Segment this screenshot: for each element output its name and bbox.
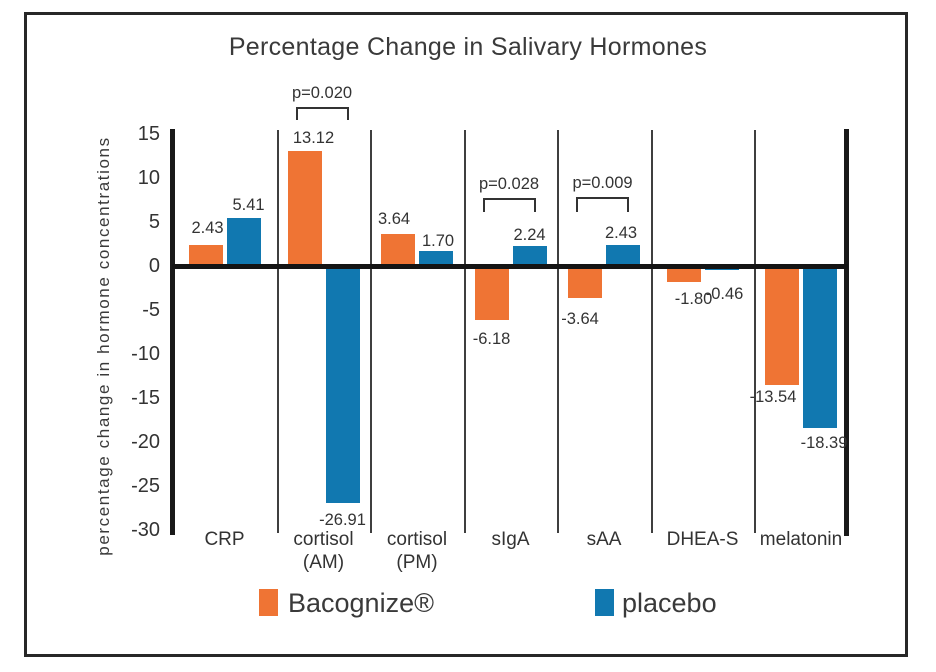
value-label: 2.43 [191, 218, 224, 237]
y-axis-line [170, 129, 175, 535]
value-label: -6.18 [472, 330, 511, 349]
value-label: 2.24 [513, 226, 546, 245]
bar-bacognize-dhea-s [666, 266, 701, 282]
y-tick-label: -20 [131, 431, 160, 453]
bar-placebo-saa [606, 244, 640, 266]
x-category-label-line: CRP [204, 529, 245, 550]
bar-bacognize-cortisol-am- [287, 150, 322, 266]
value-label: -13.54 [749, 388, 797, 407]
bar-placebo-melatonin [803, 266, 837, 428]
category-separator-line [370, 130, 372, 533]
plot-area: 15 10 5 0 -5 -10 -15 -20 -25 -30 2.43 13.12 3.64 -6.1… [131, 84, 849, 573]
y-tick-label: -30 [131, 519, 160, 541]
value-label: -0.46 [705, 285, 744, 304]
zero-baseline [172, 264, 848, 269]
y-tick-label: 5 [148, 211, 160, 233]
category-separator-line [651, 130, 653, 533]
y-tick-label: 15 [137, 123, 160, 145]
legend-swatch-bacognize [259, 589, 278, 616]
value-label: 3.64 [377, 209, 411, 228]
bar-bacognize-saa [568, 266, 602, 299]
x-category-label: DHEA-S [667, 528, 739, 551]
right-boundary-line [844, 129, 849, 536]
y-tick-label: -5 [142, 299, 160, 321]
value-label: -3.64 [561, 310, 599, 329]
bar-placebo-siga [512, 246, 547, 266]
significance-bracket [295, 107, 349, 120]
x-category-label: sAA [587, 528, 622, 551]
x-category-label-line: cortisol [386, 529, 448, 550]
x-category-label-line: melatonin [759, 529, 843, 550]
bar-placebo-crp [226, 218, 261, 266]
x-category-label-line: sAA [586, 529, 622, 550]
x-category-label-line: (AM) [302, 552, 345, 573]
category-separator-line [754, 130, 756, 533]
bar-placebo-cortisol-am- [325, 266, 360, 503]
x-category-label-line: cortisol [293, 529, 354, 550]
value-label: 2.43 [604, 223, 638, 242]
category-separator-line [277, 130, 279, 533]
value-label: 5.41 [232, 196, 265, 215]
category-separator-line [464, 130, 466, 533]
value-label: -26.91 [319, 510, 366, 529]
legend-swatch-placebo [595, 589, 614, 616]
value-label: 13.12 [292, 128, 335, 147]
bar-placebo-cortisol-pm- [419, 251, 453, 266]
x-category-label-line: sIgA [491, 529, 530, 550]
x-category-label: cortisol (AM) [293, 528, 353, 574]
value-label: -1.80 [674, 289, 713, 308]
legend-label-placebo: placebo [622, 588, 717, 618]
y-tick-label: -10 [131, 343, 160, 365]
chart-frame-border [24, 12, 908, 657]
legend-label-bacognize: Bacognize® [288, 588, 434, 618]
y-tick-label: 10 [137, 167, 160, 189]
p-value-label: p=0.020 [291, 84, 353, 102]
x-category-label: sIgA [491, 528, 529, 551]
x-category-label: CRP [204, 528, 244, 551]
value-label: -18.39 [800, 433, 848, 452]
x-category-label: melatonin [760, 528, 842, 551]
x-category-label-line: (PM) [396, 552, 438, 573]
category-separator-line [557, 130, 559, 533]
p-value-label: p=0.028 [478, 175, 540, 193]
bar-bacognize-cortisol-pm- [381, 233, 415, 266]
chart-title: Percentage Change in Salivary Hormones [228, 33, 708, 61]
x-category-label: cortisol (PM) [387, 528, 447, 574]
y-tick-label: -25 [131, 475, 160, 497]
significance-bracket [576, 197, 629, 212]
y-tick-label: 0 [148, 255, 160, 277]
x-category-label-line: DHEA-S [666, 529, 739, 550]
value-label: 1.70 [421, 232, 455, 251]
bar-bacognize-crp [188, 244, 223, 266]
bar-bacognize-siga [474, 266, 509, 321]
significance-bracket [482, 198, 536, 212]
y-tick-label: -15 [131, 387, 160, 409]
p-value-label: p=0.009 [572, 174, 633, 192]
bar-bacognize-melatonin [765, 266, 799, 386]
